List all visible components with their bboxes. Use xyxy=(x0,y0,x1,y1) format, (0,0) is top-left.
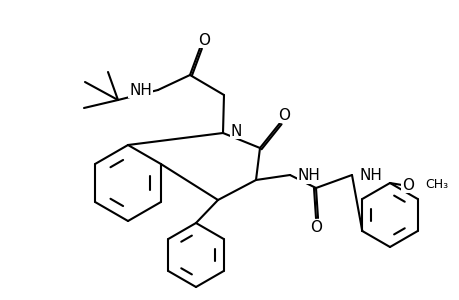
Text: NH: NH xyxy=(129,82,151,98)
Text: O: O xyxy=(309,220,321,236)
Text: NH: NH xyxy=(359,167,382,182)
Text: CH₃: CH₃ xyxy=(424,178,447,191)
Text: NH: NH xyxy=(297,169,320,184)
Text: O: O xyxy=(277,107,289,122)
Text: N: N xyxy=(230,124,242,139)
Text: O: O xyxy=(401,178,413,193)
Text: O: O xyxy=(197,32,210,47)
